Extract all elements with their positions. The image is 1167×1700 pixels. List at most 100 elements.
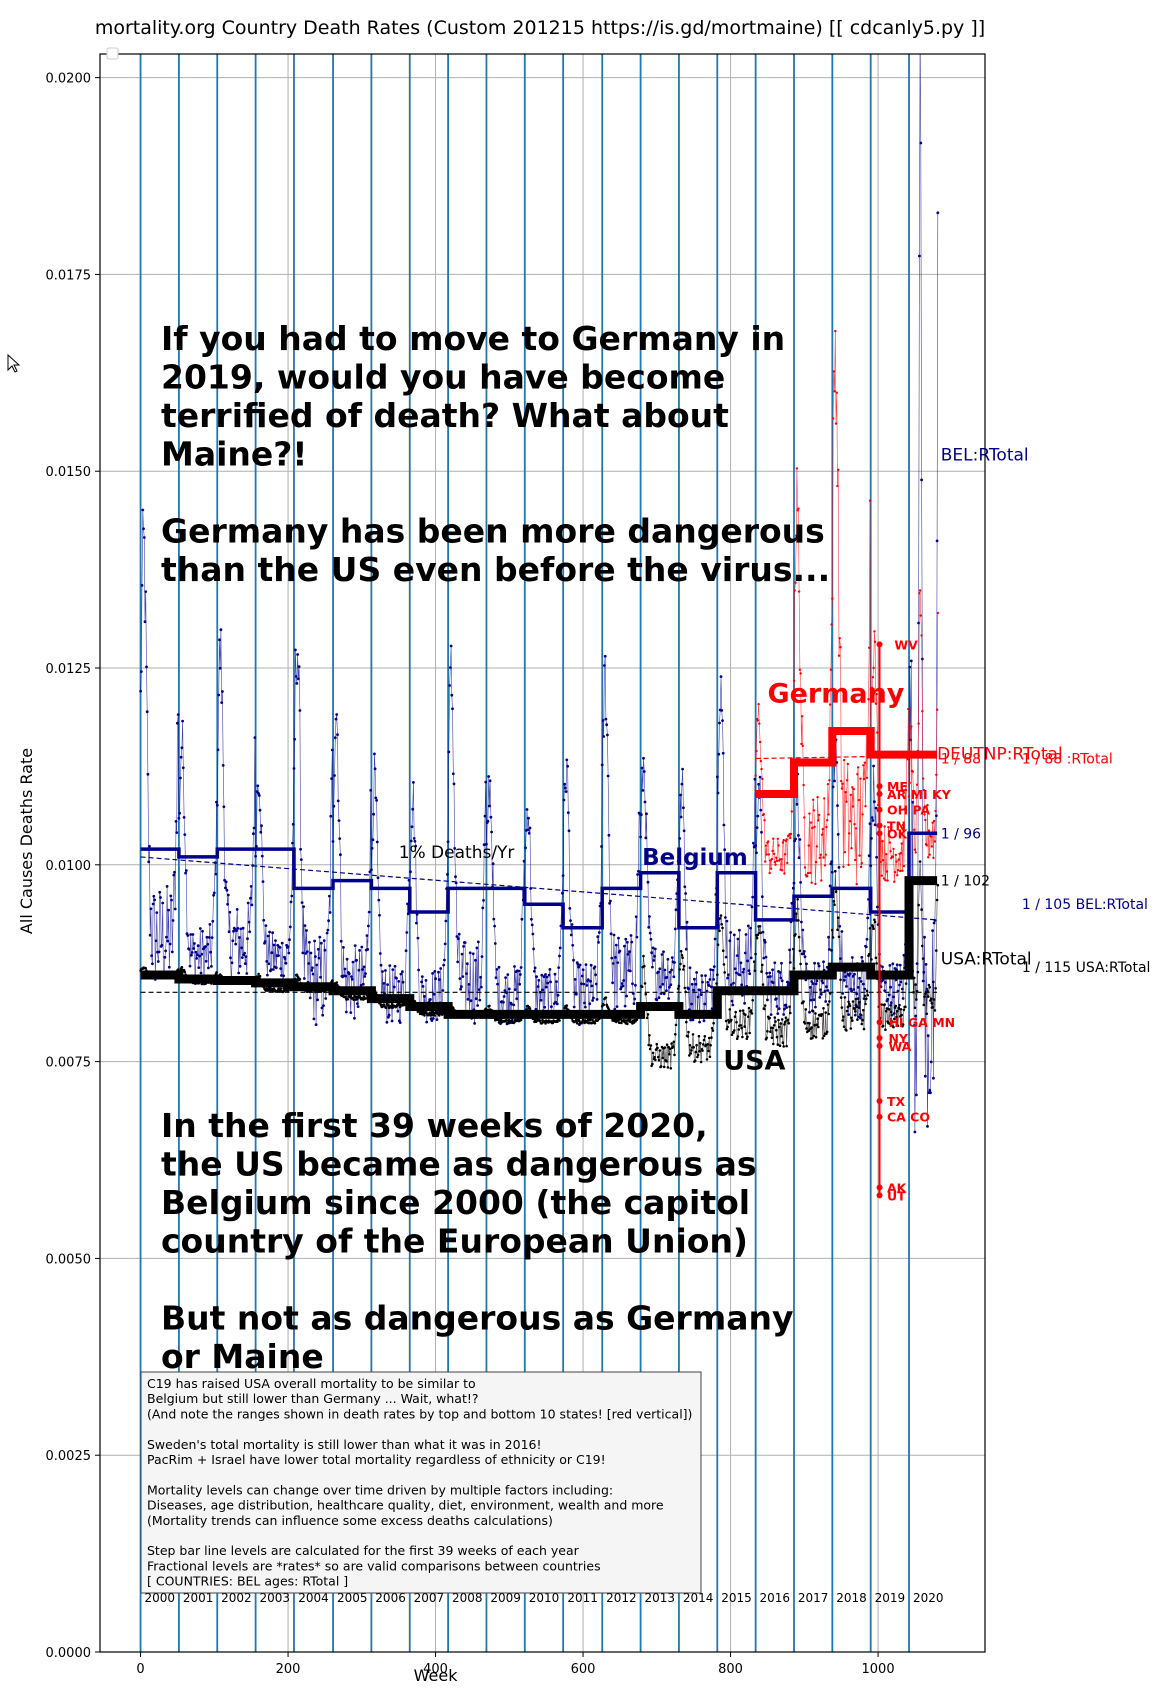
usa-weekly-point [897, 1006, 900, 1009]
belgium-weekly-point [537, 978, 541, 982]
usa-weekly-point [786, 1018, 790, 1022]
belgium-weekly-point [197, 966, 201, 969]
belgium-weekly-point [207, 966, 210, 970]
belgium-weekly-point [875, 855, 878, 859]
usa-weekly-point [868, 927, 872, 930]
belgium-weekly-point [513, 988, 517, 991]
belgium-weekly-point [778, 971, 782, 974]
belgium-weekly-point [921, 979, 925, 983]
belgium-weekly-point [582, 982, 586, 986]
germany-weekly-point [811, 826, 814, 830]
belgium-weekly-point [515, 997, 519, 1001]
belgium-weekly-point [735, 971, 738, 975]
belgium-weekly-point [280, 974, 283, 977]
belgium-weekly-point [357, 968, 361, 972]
belgium-weekly-point [643, 800, 647, 804]
belgium-weekly-point [805, 962, 808, 966]
germany-weekly-point [771, 849, 774, 853]
belgium-weekly-point [163, 955, 167, 959]
usa-weekly-point [687, 1030, 690, 1034]
belgium-weekly-point [317, 956, 321, 960]
belgium-weekly-point [557, 966, 561, 969]
belgium-weekly-point [561, 891, 564, 895]
usa-weekly-point [722, 963, 726, 966]
belgium-weekly-point [289, 900, 293, 904]
belgium-weekly-point [350, 975, 353, 978]
headline-bottom-line: country of the European Union) [161, 1222, 748, 1261]
germany-weekly-point [831, 417, 835, 420]
belgium-weekly-point [792, 881, 796, 885]
belgium-weekly-point [378, 913, 381, 917]
usa-weekly-point [654, 1058, 657, 1062]
belgium-weekly-point [299, 858, 303, 861]
belgium-weekly-point [274, 939, 277, 942]
x-tick-label: 0 [136, 1662, 144, 1677]
belgium-weekly-point [350, 977, 354, 981]
germany-weekly-point [926, 803, 929, 807]
usa-weekly-point [895, 1015, 898, 1019]
belgium-weekly-point [540, 973, 544, 977]
germany-weekly-point [837, 654, 841, 657]
usa-weekly-point [815, 1023, 819, 1026]
note-box-line: PacRim + Israel have lower total mortali… [147, 1452, 606, 1467]
belgium-weekly-point [195, 953, 199, 957]
belgium-weekly-point [682, 806, 685, 810]
belgium-weekly-point [621, 984, 625, 988]
belgium-weekly-point [799, 881, 802, 884]
usa-weekly-point [673, 1053, 676, 1057]
belgium-weekly-point [212, 891, 216, 895]
year-label: 2008 [452, 1591, 483, 1605]
belgium-weekly-point [936, 211, 940, 215]
belgium-weekly-point [282, 974, 285, 978]
country-label-usa: USA [723, 1046, 785, 1077]
usa-weekly-point [739, 1024, 743, 1027]
series-text-label: 1 / 96 [941, 826, 981, 842]
usa-weekly-point [528, 1007, 532, 1010]
usa-weekly-point [658, 1049, 662, 1052]
belgium-weekly-point [744, 933, 748, 936]
belgium-weekly-point [448, 684, 451, 687]
belgium-weekly-point [151, 962, 154, 966]
belgium-weekly-point [510, 1002, 513, 1006]
usa-weekly-point [802, 1000, 805, 1003]
germany-weekly-point [768, 871, 771, 875]
germany-weekly-point [815, 845, 819, 848]
belgium-weekly-point [918, 254, 921, 258]
usa-weekly-point [661, 1056, 664, 1060]
belgium-weekly-point [504, 976, 507, 979]
chart-title: mortality.org Country Death Rates (Custo… [95, 17, 985, 39]
usa-weekly-point [578, 1019, 581, 1023]
belgium-weekly-point [889, 985, 892, 989]
year-label: 2009 [490, 1591, 521, 1605]
usa-weekly-point [677, 984, 681, 988]
germany-weekly-points [754, 329, 939, 886]
belgium-weekly-point [725, 919, 729, 923]
belgium-weekly-point [648, 915, 651, 918]
usa-weekly-point [733, 1015, 737, 1018]
belgium-weekly-point [429, 998, 432, 1001]
belgium-weekly-point [145, 665, 148, 669]
usa-weekly-point [901, 1023, 905, 1026]
belgium-weekly-point [463, 941, 467, 944]
belgium-weekly-point [898, 983, 901, 987]
germany-weekly-point [809, 821, 813, 824]
belgium-weekly-point [755, 851, 758, 855]
belgium-weekly-point [721, 719, 724, 722]
usa-weekly-point [831, 936, 835, 939]
belgium-weekly-point [536, 985, 540, 988]
belgium-weekly-point [288, 925, 292, 929]
belgium-weekly-point [364, 972, 367, 975]
belgium-weekly-point [377, 898, 381, 902]
germany-weekly-point [875, 692, 878, 696]
belgium-weekly-point [384, 969, 387, 972]
belgium-weekly-point [609, 932, 613, 936]
usa-weekly-point [846, 1005, 850, 1009]
belgium-weekly-point [410, 825, 414, 829]
belgium-weekly-point [459, 987, 462, 991]
usa-weekly-point [859, 1013, 863, 1017]
belgium-weekly-point [309, 951, 313, 955]
belgium-weekly-point [606, 774, 610, 778]
belgium-weekly-point [656, 970, 660, 974]
germany-weekly-point [843, 851, 847, 854]
belgium-weekly-point [935, 539, 939, 543]
